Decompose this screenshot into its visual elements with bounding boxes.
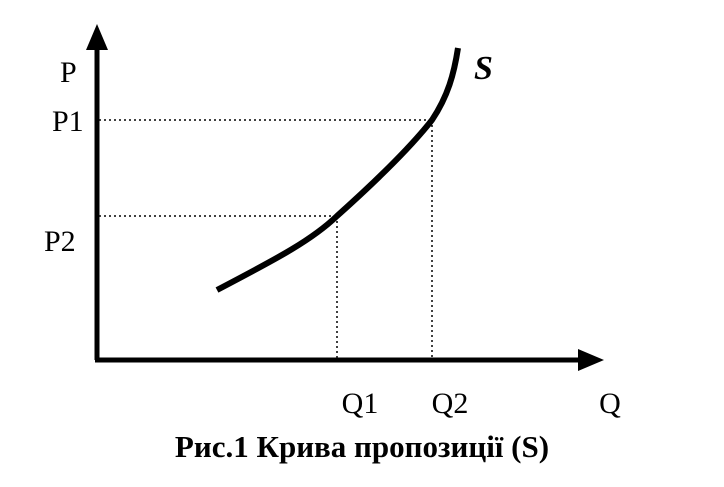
- quantity-level-label: Q2: [432, 387, 469, 420]
- quantity-level-label: Q1: [342, 387, 379, 420]
- price-level-label: P2: [44, 225, 76, 258]
- x-axis-label: Q: [599, 387, 621, 420]
- y-axis-label: P: [60, 56, 77, 89]
- y-axis-arrow: [86, 24, 108, 50]
- caption: Рис.1 Крива пропозиції (S): [175, 429, 549, 464]
- price-level-label: P1: [52, 105, 84, 138]
- curve-label: S: [474, 50, 493, 87]
- x-axis-arrow: [578, 349, 604, 371]
- supply-curve: [215, 47, 461, 293]
